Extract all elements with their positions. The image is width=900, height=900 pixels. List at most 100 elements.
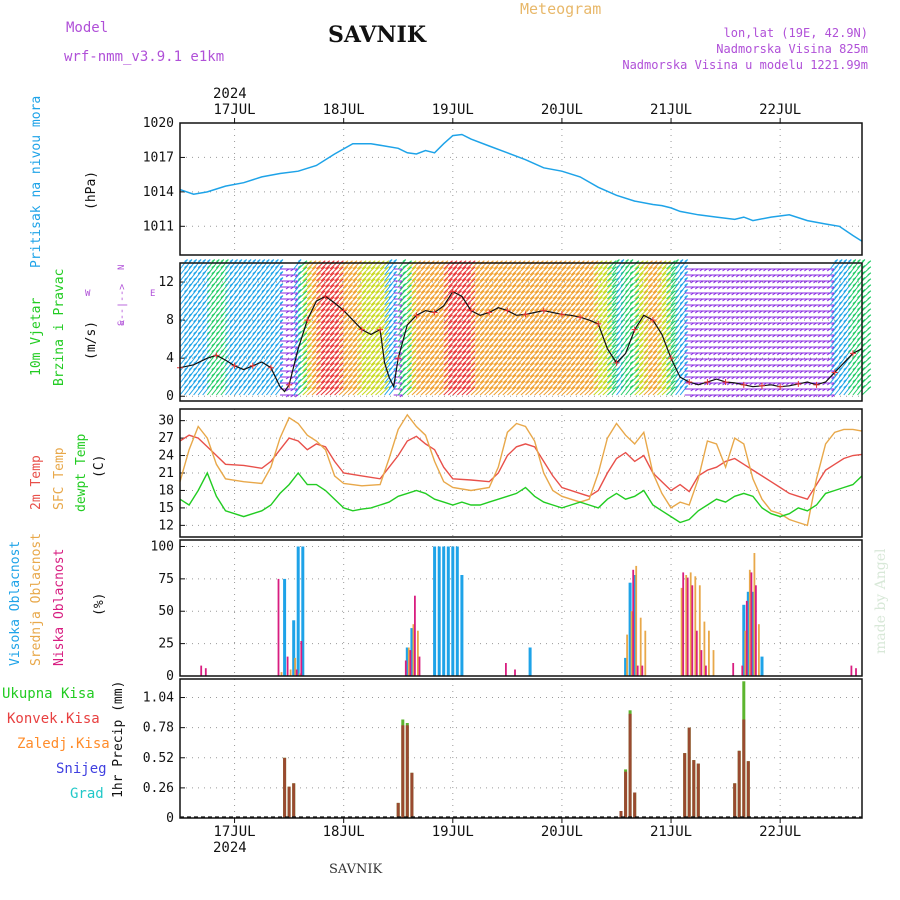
wind-barb-flag: [308, 320, 312, 324]
wind-barb-flag: [458, 338, 462, 342]
wind-barb-flag: [381, 362, 385, 366]
wind-barb-flag: [303, 386, 308, 390]
wind-barb-flag: [512, 272, 517, 276]
wind-barb-flag: [490, 326, 494, 330]
wind-barb-flag: [431, 380, 435, 384]
wind-barb-flag: [494, 284, 499, 288]
wind-barb-flag: [362, 338, 367, 342]
wind-barb-flag: [458, 368, 462, 372]
wind-barb-flag: [220, 259, 225, 263]
wind-barb-flag: [494, 320, 499, 324]
wind-barb-flag: [485, 296, 490, 300]
wind-barb-flag: [326, 386, 330, 390]
wind-barb-flag: [412, 320, 417, 324]
wind-barb-flag: [297, 295, 302, 299]
wind-barb-flag: [508, 278, 512, 282]
wind-barb: [388, 265, 397, 276]
wind-barb-flag: [467, 296, 471, 300]
wind-barb-flag: [349, 356, 353, 360]
wind-barb-flag: [408, 386, 412, 390]
wind-barb-flag: [471, 266, 476, 270]
wind-barb-flag: [476, 302, 481, 306]
wind-barb-flag: [202, 259, 206, 263]
wind-barb-flag: [426, 368, 431, 372]
wind-barb-flag: [317, 374, 321, 378]
wind-barb-flag: [435, 356, 440, 360]
wind-barb-flag: [371, 338, 376, 342]
wind-barb-flag: [412, 374, 417, 378]
wind-barb: [388, 277, 397, 288]
wind-barb-flag: [412, 284, 417, 288]
wind-barb-flag: [467, 350, 471, 354]
wind-barb-flag: [481, 332, 485, 336]
wind-barb: [184, 259, 193, 270]
wind-barb: [202, 259, 211, 270]
wind-barb-flag: [444, 368, 449, 372]
wind-barb-flag: [458, 290, 462, 294]
wind-barb: [261, 259, 270, 270]
wind-barb-flag: [367, 272, 371, 276]
panel-1-tick-label: 1020: [143, 116, 174, 131]
wind-barb: [275, 271, 284, 282]
wind-barb-flag: [385, 338, 390, 342]
wind-barb-flag: [462, 266, 467, 270]
wind-barb-flag: [376, 284, 380, 288]
wind-barb-flag: [297, 265, 302, 269]
wind-barb-flag: [326, 326, 330, 330]
wind-barb-flag: [490, 278, 494, 282]
wind-barb-flag: [444, 386, 449, 390]
wind-barb-flag: [440, 302, 444, 306]
wind-barb-flag: [266, 259, 270, 263]
wind-barb-flag: [481, 374, 485, 378]
wind-barb-flag: [494, 374, 499, 378]
wind-barb-flag: [481, 344, 485, 348]
wind-barb-flag: [371, 350, 376, 354]
wind-barb-flag: [340, 386, 344, 390]
wind-barb-flag: [317, 314, 321, 318]
wind-barb-flag: [371, 344, 376, 348]
wind-barb-flag: [335, 356, 340, 360]
day-label-bottom: 21JUL: [650, 824, 692, 840]
wind-barb-flag: [408, 374, 412, 378]
wind-barb-flag: [508, 290, 512, 294]
wind-barb: [225, 259, 234, 270]
wind-barb-flag: [331, 380, 335, 384]
panel-1-tick-label: 1011: [143, 219, 174, 234]
wind-barb-flag: [376, 380, 380, 384]
wind-barb-flag: [344, 356, 349, 360]
wind-barb-flag: [381, 380, 385, 384]
wind-barb-flag: [358, 272, 362, 276]
wind-barb: [388, 301, 397, 312]
wind-barb-flag: [362, 332, 367, 336]
wind-barb-flag: [303, 350, 308, 354]
wind-barb-flag: [297, 289, 302, 293]
wind-barb-flag: [331, 344, 335, 348]
wind-barb-flag: [402, 349, 406, 353]
wind-barb-flag: [412, 290, 417, 294]
wind-barb-flag: [412, 326, 417, 330]
wind-barb-flag: [353, 302, 358, 306]
wind-barb-flag: [206, 259, 211, 263]
wind-barb-flag: [481, 350, 485, 354]
wind-barb-flag: [458, 296, 462, 300]
wind-barb-flag: [385, 320, 390, 324]
wind-barb-flag: [426, 320, 431, 324]
wind-barb-flag: [485, 272, 490, 276]
wind-barb-flag: [331, 338, 335, 342]
wind-barb-flag: [279, 367, 284, 371]
wind-barb-flag: [335, 350, 340, 354]
wind-barb-flag: [412, 302, 417, 306]
wind-barb-flag: [426, 290, 431, 294]
wind-barb-flag: [462, 344, 467, 348]
wind-barb-flag: [417, 266, 421, 270]
panel-1-tick-label: 1017: [143, 150, 174, 165]
wind-barb-flag: [508, 320, 512, 324]
wind-barb-flag: [408, 362, 412, 366]
panel-1-background: [180, 123, 862, 255]
wind-barb-flag: [358, 266, 362, 270]
wind-barb-flag: [393, 265, 397, 269]
wind-barb-flag: [279, 319, 284, 323]
wind-barb-flag: [417, 374, 421, 378]
wind-barb-flag: [408, 290, 412, 294]
wind-barb-flag: [279, 265, 284, 269]
